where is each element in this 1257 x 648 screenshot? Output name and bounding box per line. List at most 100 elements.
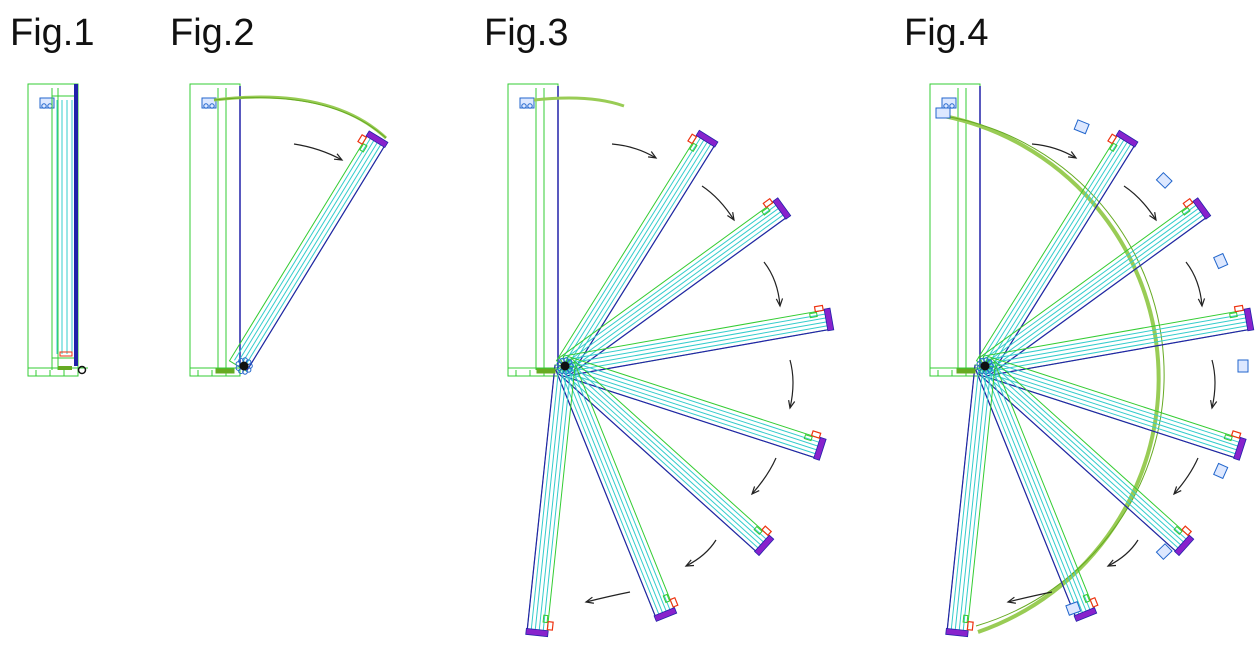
pivot-axle	[980, 361, 990, 371]
door-panel	[945, 364, 996, 638]
panel-glass-line	[950, 368, 980, 631]
pivot-base	[536, 368, 556, 374]
panel-glass-line	[562, 372, 760, 550]
door-panel	[975, 361, 1099, 622]
arrow-head	[333, 153, 344, 161]
panel-glass-line	[570, 213, 785, 370]
panel-glass-line	[983, 203, 1198, 360]
track-roller	[1237, 359, 1249, 373]
panel-clip	[542, 614, 549, 624]
panel-edge	[246, 142, 388, 372]
panel-clip	[761, 206, 771, 216]
panel-glass-line	[568, 366, 766, 544]
panel-glass-line	[990, 213, 1205, 370]
panel-glass-line	[563, 369, 664, 615]
panel-glass-line	[981, 136, 1122, 361]
panel-bracket	[966, 620, 974, 631]
track-roller	[1065, 601, 1082, 616]
roller-wheel	[41, 103, 47, 109]
panel-clip	[1173, 525, 1183, 535]
panel-edge	[986, 328, 1253, 377]
panel-clip	[962, 614, 969, 624]
panel-end-cap	[754, 534, 775, 557]
panel-end-cap	[1174, 534, 1195, 557]
panel-glass-line	[538, 369, 568, 632]
motion-arrow	[1211, 359, 1216, 409]
arrow-head	[788, 400, 796, 410]
arrow-head	[1106, 559, 1117, 567]
panel-end-cap	[1192, 197, 1212, 220]
panel-glass-line	[988, 366, 1186, 544]
panel-end-cap	[823, 307, 835, 332]
panel-end-cap	[813, 436, 827, 461]
fig-2-drawing	[189, 83, 389, 377]
panel-clip	[1181, 206, 1191, 216]
arrow-head	[1197, 298, 1206, 308]
roller-wheel	[527, 103, 533, 109]
fig-4-label: Fig.4	[904, 12, 989, 54]
track-roller	[1155, 543, 1173, 561]
panel-outline	[555, 361, 677, 621]
panel-glass-line	[565, 369, 763, 547]
panel-glass-line	[987, 140, 1129, 365]
fig-2-label: Fig.2	[170, 12, 255, 54]
motion-arrow	[701, 185, 735, 221]
fig-3-drawing	[507, 83, 835, 638]
arrow-head	[750, 486, 760, 496]
panel-glass-line	[567, 367, 668, 613]
motion-arrow	[789, 359, 794, 409]
panel-bracket	[762, 197, 774, 209]
panel-edge	[570, 214, 790, 375]
panel-glass-line	[985, 207, 1201, 364]
guide-arm	[533, 96, 625, 108]
panel-glass-line	[988, 210, 1203, 367]
frame-outline	[27, 83, 79, 377]
roller-housing	[201, 97, 217, 109]
panel-glass-line	[563, 203, 778, 360]
motion-arrow	[1007, 591, 1053, 603]
panel-edge	[946, 364, 976, 634]
track-roller	[1155, 171, 1173, 189]
panel-end-cap	[1115, 129, 1139, 148]
panel-edge	[572, 142, 718, 372]
panel-clip	[689, 142, 698, 153]
panel-edge	[561, 374, 819, 460]
panel-bracket	[357, 133, 368, 146]
panel-edge	[992, 142, 1138, 372]
motion-arrow	[1173, 457, 1199, 495]
panel-clip	[1109, 142, 1118, 153]
panel-bracket	[669, 596, 679, 608]
panel-clip	[359, 143, 368, 153]
panel-glass-line	[568, 321, 829, 368]
motion-arrow	[751, 457, 777, 495]
panel-glass-line	[982, 372, 1180, 550]
panel-clip	[809, 311, 818, 319]
panel-glass-line	[984, 138, 1126, 363]
panel-edge	[990, 214, 1210, 375]
panel-clip	[1082, 593, 1091, 604]
panel-clip	[753, 525, 763, 535]
panel-glass-line	[958, 369, 988, 632]
closed-panel-edge	[74, 84, 78, 366]
panel-glass-line	[986, 313, 1247, 361]
panel-glass-line	[567, 140, 709, 365]
panel-bracket	[1233, 304, 1244, 313]
motion-arrow	[1123, 185, 1157, 221]
panel-glass-line	[244, 142, 383, 367]
panel-glass-line	[534, 368, 564, 632]
panel-end-cap	[653, 607, 678, 622]
panel-glass-line	[569, 360, 821, 444]
frame-outline	[507, 83, 559, 377]
panel-edge	[977, 372, 1180, 555]
panel-glass-line	[565, 372, 818, 455]
panel-glass-line	[985, 372, 1238, 455]
panel-glass-line	[989, 360, 1241, 444]
motion-arrow	[585, 591, 631, 603]
panel-bracket	[1182, 197, 1194, 209]
motion-arrow	[763, 261, 781, 307]
panel-bracket	[761, 525, 773, 537]
pivot-axle	[560, 361, 570, 371]
panel-glass-line	[991, 142, 1133, 367]
panel-glass-line	[990, 363, 1188, 541]
panel-outline	[555, 131, 718, 372]
